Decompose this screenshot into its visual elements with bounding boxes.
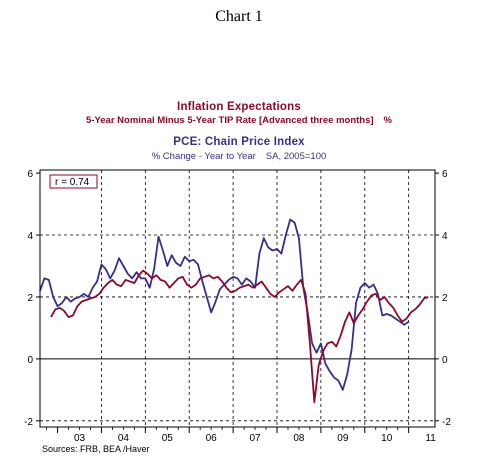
x-tick-label: 07 [249, 433, 261, 444]
y-tick-label-left: 0 [27, 355, 33, 366]
subtitle-2-text: % Change - Year to Year [151, 151, 256, 162]
axis-labels: 6 6 4 4 2 2 0 0 -2 -2 03 04 05 06 07 08 09 10 11 [24, 169, 451, 444]
chart-subtitle-2: % Change - Year to Year SA, 2005=100 [0, 151, 478, 162]
chart-subtitle-1: 5-Year Nominal Minus 5-Year TIP Rate [Ad… [0, 115, 478, 126]
y-tick-label-left: 6 [27, 169, 33, 180]
x-tick-label: 09 [337, 433, 349, 444]
y-tick-label-right: 4 [442, 231, 448, 242]
grid-lines [40, 170, 435, 427]
y-tick-label-left: -2 [24, 417, 33, 428]
y-tick-label-right: 2 [442, 293, 448, 304]
subtitle-1-text: 5-Year Nominal Minus 5-Year TIP Rate [Ad… [86, 115, 374, 126]
x-tick-label: 11 [425, 433, 436, 444]
x-tick-label: 05 [162, 433, 174, 444]
x-tick-label: 03 [74, 433, 86, 444]
annotation-box [49, 174, 98, 189]
x-tick-label: 08 [293, 433, 305, 444]
series-line-expectations [50, 269, 429, 404]
plot-frame [39, 169, 436, 428]
chart-title-2: PCE: Chain Price Index [173, 136, 305, 148]
axis-ticks [36, 172, 439, 433]
y-tick-label-right: 6 [442, 169, 448, 180]
subtitle-2-note: SA, 2005=100 [265, 151, 327, 162]
y-tick-label-left: 2 [27, 293, 33, 304]
page-title: Chart 1 [215, 8, 263, 25]
y-tick-label-left: 4 [27, 231, 33, 242]
series-lines [39, 218, 429, 404]
chart-title: Inflation Expectations [177, 101, 301, 113]
source-note: Sources: FRB, BEA /Haver [42, 444, 150, 454]
y-tick-label-right: 0 [442, 355, 448, 366]
subtitle-1-unit: % [383, 115, 392, 126]
y-tick-label-right: -2 [442, 417, 451, 428]
annotation-text: r = 0.74 [55, 177, 90, 188]
series-line-pce [39, 218, 410, 391]
x-tick-label: 04 [118, 433, 130, 444]
x-tick-label: 06 [206, 433, 218, 444]
x-tick-label: 10 [381, 433, 393, 444]
